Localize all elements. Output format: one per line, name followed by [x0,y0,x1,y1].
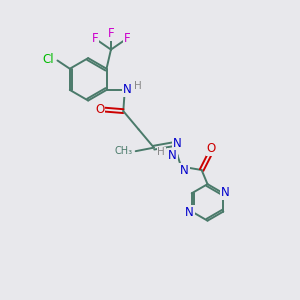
Text: N: N [123,83,131,96]
Text: N: N [185,206,194,219]
Text: Cl: Cl [43,52,55,65]
Text: F: F [108,27,114,40]
Text: N: N [221,186,230,199]
Text: N: N [180,164,189,176]
Text: H: H [158,147,165,158]
Text: H: H [134,81,142,92]
Text: O: O [95,103,104,116]
Text: F: F [124,32,130,45]
Text: F: F [92,32,98,45]
Text: N: N [173,137,182,150]
Text: N: N [168,149,177,162]
Text: O: O [207,142,216,155]
Text: CH₃: CH₃ [114,146,132,156]
